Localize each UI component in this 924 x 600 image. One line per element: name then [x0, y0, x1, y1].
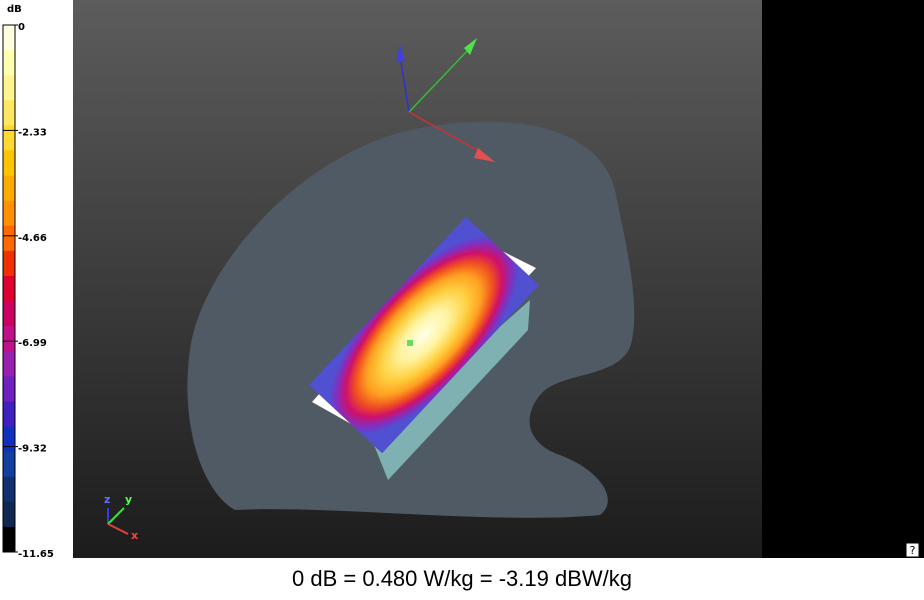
colorbar-tick-label: -9.32	[18, 444, 47, 455]
colorbar-band	[3, 477, 15, 503]
colorbar-band	[3, 276, 15, 302]
colorbar-band	[3, 452, 15, 478]
colorbar-unit: dB	[7, 4, 22, 15]
page: {"colorbar": {"unit": "dB", "ticks": ["0…	[0, 0, 924, 600]
colorbar-band	[3, 251, 15, 277]
colorbar-band	[3, 226, 15, 252]
colorbar-band	[3, 502, 15, 528]
colorbar-band	[3, 401, 15, 427]
help-icon[interactable]: ?	[910, 544, 916, 557]
colorbar-tick-label: 0	[18, 22, 25, 33]
colorbar: 0 -2.33 -4.66 -6.99 -9.32 -11.65	[3, 22, 54, 560]
colorbar-band	[3, 527, 15, 553]
caption: 0 dB = 0.480 W/kg = -3.19 dBW/kg	[0, 566, 924, 592]
colorbar-tick-label: -2.33	[18, 127, 47, 138]
axis-label: z	[104, 493, 110, 506]
colorbar-band	[3, 176, 15, 202]
colorbar-band	[3, 75, 15, 101]
colorbar-band	[3, 201, 15, 227]
colorbar-tick-label: -4.66	[18, 233, 47, 244]
colorbar-band	[3, 301, 15, 327]
axis-label: x	[131, 529, 138, 542]
colorbar-band	[3, 150, 15, 176]
colorbar-tick-label: -11.65	[18, 549, 54, 560]
colorbar-band	[3, 376, 15, 402]
peak-marker	[407, 340, 413, 346]
colorbar-band	[3, 427, 15, 453]
axis-label: y	[125, 493, 132, 506]
colorbar-band	[3, 351, 15, 377]
colorbar-band	[3, 25, 15, 51]
colorbar-band	[3, 125, 15, 151]
colorbar-tick-label: -6.99	[18, 338, 47, 349]
colorbar-band	[3, 50, 15, 76]
colorbar-band	[3, 100, 15, 126]
viewer: z y x ? dB 0 -2.33 -4.66 -6.99 -9.32 -11.65	[0, 0, 924, 560]
side-panel	[762, 0, 924, 558]
colorbar-band	[3, 326, 15, 352]
